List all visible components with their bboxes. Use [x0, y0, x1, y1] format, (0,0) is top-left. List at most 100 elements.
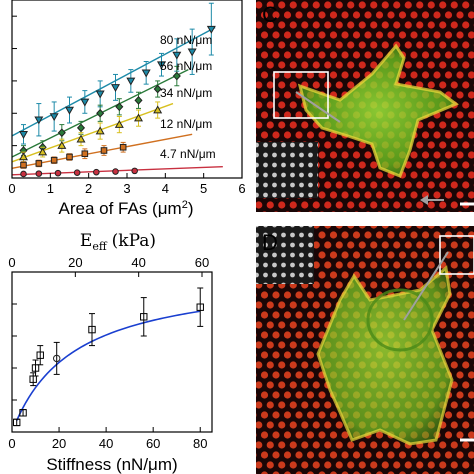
panel-c-cell-edge — [297, 43, 459, 178]
x-tick-label: 0 — [8, 436, 15, 451]
data-point — [19, 131, 28, 139]
panel-c-cell — [300, 46, 456, 176]
x-tick-label: 2 — [85, 181, 92, 196]
data-point — [115, 102, 124, 112]
data-point — [19, 152, 28, 161]
bottom-chart: 0 20 40 60 80 0 20 40 60 Eeff (kPa) Stiffness (n… — [8, 231, 213, 474]
data-point — [38, 147, 48, 156]
fit-curve — [15, 310, 201, 421]
data-point — [112, 168, 119, 175]
series-label: 12 nN/μm — [160, 117, 212, 131]
data-point — [66, 153, 73, 161]
data-point — [81, 150, 89, 158]
x-tick-label: 40 — [99, 436, 113, 451]
data-point — [96, 108, 105, 118]
panel-c-roi-box — [273, 71, 329, 119]
data-point — [73, 169, 81, 176]
panel-d-nucleus — [366, 288, 434, 352]
series-label: 34 nN/μm — [160, 86, 212, 100]
fit-line — [11, 102, 174, 163]
data-point — [80, 98, 90, 107]
bottom-chart-plot-area — [13, 287, 204, 427]
data-point — [134, 95, 143, 105]
data-point — [34, 116, 44, 125]
data-point — [57, 128, 66, 138]
bottom-chart-frame — [11, 271, 213, 433]
x-tick-label: 60 — [146, 436, 160, 451]
data-point — [36, 351, 44, 359]
x-tick-label: 1 — [47, 181, 54, 196]
top-chart-legend-labels: 80 nN/μm 56 nN/μm 34 nN/μm 12 nN/μm 4.7 nN/μ… — [160, 33, 216, 161]
data-point — [20, 170, 27, 178]
panel-c-inset — [256, 142, 318, 198]
data-point — [126, 77, 136, 86]
data-point — [131, 167, 138, 175]
data-point — [187, 48, 197, 57]
top-chart-x-label: Area of FAs (μm2) — [59, 199, 194, 218]
data-point — [172, 71, 181, 81]
data-point — [65, 106, 74, 115]
data-point — [88, 325, 96, 334]
data-point — [114, 119, 124, 128]
data-point — [172, 51, 182, 60]
data-point — [93, 168, 100, 176]
data-point — [50, 156, 58, 164]
x-tick-label: 20 — [52, 436, 66, 451]
bottom-chart-top-axis-label: Eeff (kPa) — [80, 231, 156, 253]
data-point — [153, 105, 163, 114]
data-point — [20, 161, 27, 169]
data-point — [35, 170, 43, 177]
data-point — [119, 143, 127, 151]
data-point — [49, 113, 59, 122]
data-point — [95, 90, 105, 99]
x-tick-label: 4 — [162, 181, 169, 196]
data-point — [76, 134, 86, 143]
top-chart-plot-area — [11, 2, 223, 178]
data-point — [19, 409, 27, 417]
bottom-chart-x-ticks: 0 20 40 60 80 — [8, 427, 207, 451]
panel-c-arrow-head — [420, 195, 428, 205]
panel-c: C — [256, 0, 474, 212]
data-point — [134, 113, 143, 122]
top-x-tick-label: 60 — [195, 255, 209, 270]
panel-d-roi-box — [439, 235, 474, 275]
data-point — [111, 84, 120, 93]
bottom-chart-y-ticks — [12, 303, 17, 401]
data-point — [53, 354, 61, 363]
bottom-chart-top-ticks: 0 20 40 60 — [8, 255, 209, 277]
data-point — [13, 418, 21, 427]
data-point — [206, 25, 216, 34]
panel-d: D — [256, 226, 474, 474]
series-label: 4.7 nN/μm — [160, 147, 216, 161]
top-x-tick-label: 0 — [8, 255, 15, 270]
series-label: 80 nN/μm — [160, 33, 212, 47]
fit-line — [11, 26, 216, 137]
top-chart-x-ticks: 0 1 2 3 4 5 6 — [8, 173, 246, 196]
panel-d-roi-pointer — [403, 251, 449, 321]
data-point — [196, 303, 204, 311]
data-point — [35, 160, 43, 167]
data-point — [157, 61, 166, 70]
panel-c-roi-pointer — [295, 91, 341, 123]
x-tick-label: 3 — [123, 181, 130, 196]
panel-d-cell — [318, 268, 452, 444]
x-tick-label: 5 — [200, 181, 207, 196]
data-point — [140, 313, 148, 321]
top-chart: 0 1 2 3 4 5 6 80 nN/μm 56 nN/μm 34 nN/μm 12 nN/μm… — [8, 0, 246, 218]
top-x-tick-label: 20 — [68, 255, 82, 270]
data-point — [153, 84, 162, 94]
x-tick-label: 6 — [238, 181, 245, 196]
panel-d-inset — [256, 226, 314, 284]
data-point — [95, 126, 105, 135]
top-chart-y-ticks — [12, 15, 17, 147]
bottom-chart-x-label: Stiffness (nN/μm) — [46, 455, 177, 474]
data-point — [100, 147, 108, 154]
data-point — [54, 169, 62, 177]
top-x-tick-label: 40 — [131, 255, 145, 270]
data-point — [57, 140, 67, 149]
data-point — [141, 69, 151, 78]
panel-d-letter: D — [262, 230, 278, 255]
panel-c-letter: C — [262, 2, 278, 27]
panel-d-cell-edge — [316, 265, 454, 446]
